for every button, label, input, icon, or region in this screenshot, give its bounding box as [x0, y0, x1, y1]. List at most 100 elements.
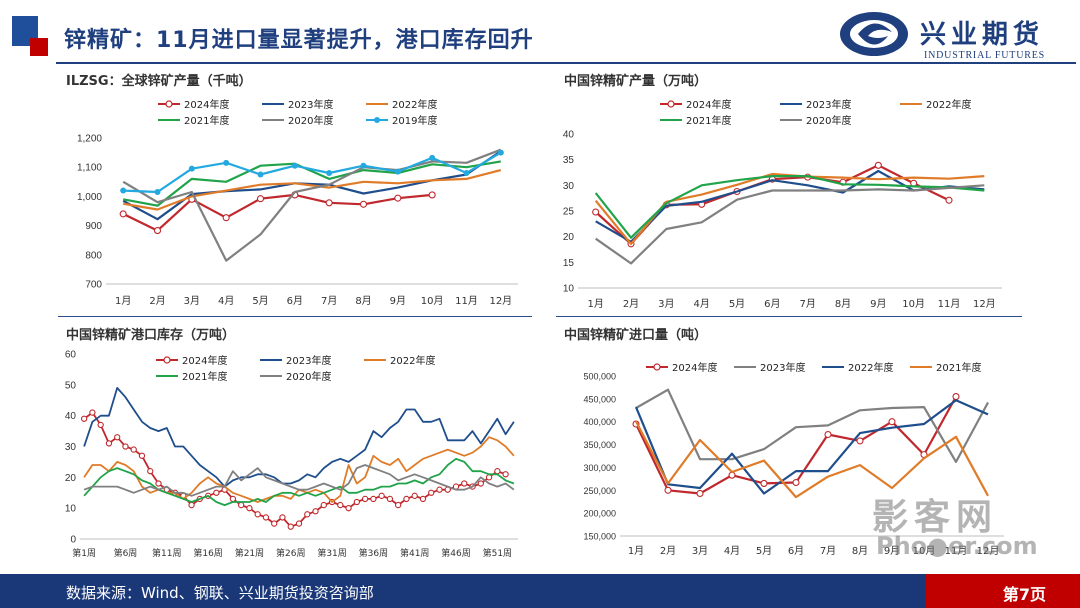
x-tick-label: 11月 [455, 295, 478, 307]
series-line [83, 411, 506, 528]
y-tick-label: 50 [65, 380, 77, 391]
data-point [114, 434, 121, 441]
data-point [325, 199, 333, 207]
y-tick-label: 10 [563, 284, 575, 295]
x-tick-label: 4月 [724, 545, 740, 557]
legend-label: 2022年度 [926, 98, 971, 111]
series-line [83, 464, 515, 497]
data-point [888, 418, 896, 426]
data-point [411, 492, 418, 499]
data-point [97, 421, 104, 429]
legend-label: 2024年度 [182, 354, 227, 367]
data-point [188, 165, 195, 172]
y-tick-label: 800 [85, 250, 102, 261]
series-line [122, 193, 433, 232]
data-point [497, 149, 504, 156]
x-tick-label: 8月 [355, 295, 371, 307]
chart-panel-china-zinc-concentrate-output: 中国锌精矿产量（万吨） 10 15 20 25 30 35 40 1月 2月 3月 4月 5月 6月 7月… [556, 66, 1022, 318]
y-tick-label: 500,000 [583, 372, 616, 382]
data-point [119, 210, 127, 218]
data-point [428, 191, 436, 199]
data-point [502, 471, 509, 478]
y-tick-label: 15 [563, 258, 575, 269]
legend-label: 2020年度 [288, 114, 333, 127]
x-tick-label: 2月 [149, 295, 165, 307]
y-tick-label: 1,100 [77, 163, 102, 174]
y-tick-label: 450,000 [583, 394, 616, 404]
series-line [83, 457, 515, 507]
x-tick-label: 4月 [693, 298, 709, 310]
x-tick-label: 第31周 [317, 547, 346, 559]
chart-panel-imports: 中国锌精矿进口量（吨） 150,000 200,000 250,000 300,000… [556, 320, 1022, 568]
chart-panel-global-zinc-ore-output: ILZSG：全球锌矿产量（千吨） 700 800 900 1,000 1,100 1,20… [58, 66, 532, 318]
legend-marker [653, 363, 661, 371]
legend-label: 2024年度 [686, 98, 731, 111]
data-point [188, 501, 195, 509]
data-point [386, 495, 394, 503]
data-point [320, 501, 327, 509]
data-point [494, 468, 501, 475]
y-tick-label: 60 [65, 350, 77, 361]
data-point [229, 495, 237, 503]
x-tick-label: 3月 [692, 545, 708, 557]
data-point [122, 443, 129, 450]
legend-label: 2023年度 [760, 361, 805, 374]
chart-title: 中国锌精矿港口库存（万吨） [66, 328, 236, 343]
x-tick-label: 5月 [252, 295, 268, 307]
data-point [257, 171, 264, 178]
y-tick-label: 25 [563, 207, 575, 218]
data-point [945, 196, 953, 204]
data-point [353, 498, 360, 506]
x-tick-label: 11月 [938, 298, 961, 310]
data-point [238, 501, 245, 509]
legend-label: 2020年度 [286, 370, 331, 383]
line-chart-china-output: 10 15 20 25 30 35 40 1月 2月 3月 4月 5月 6月 7月 8月 9月 10月 11月 12… [563, 98, 1002, 310]
legend-marker [374, 117, 380, 123]
series-line [123, 151, 502, 194]
x-tick-label: 9月 [870, 298, 886, 310]
data-point [222, 214, 230, 222]
data-point [824, 430, 832, 439]
logo-name: 兴业期货 [920, 20, 1045, 50]
logo-mark-icon [840, 12, 908, 56]
series-line [634, 399, 989, 495]
data-point [262, 514, 270, 521]
line-chart-global: 700 800 900 1,000 1,100 1,200 1月 2月 3月 4月 5月 6月 7月 8月… [77, 98, 518, 307]
data-point [153, 227, 162, 235]
data-point [105, 440, 113, 447]
data-point [213, 489, 220, 496]
x-tick-label: 7月 [321, 295, 337, 307]
data-point [370, 495, 377, 503]
x-tick-label: 6月 [788, 545, 804, 557]
data-point [485, 474, 493, 481]
header: 锌精矿：11月进口量显著提升，港口库存回升 兴业期货 INDUSTRIAL FU… [0, 0, 1080, 64]
y-tick-label: 40 [65, 411, 77, 422]
x-tick-label: 11月 [945, 545, 968, 557]
x-tick-label: 第11周 [152, 547, 181, 559]
x-tick-label: 7月 [820, 545, 836, 557]
x-tick-label: 2月 [623, 298, 639, 310]
x-tick-label: 第26周 [276, 547, 305, 559]
x-tick-label: 8月 [835, 298, 851, 310]
series-line [122, 160, 501, 207]
x-tick-label: 第6周 [114, 547, 138, 559]
panel-rule [58, 316, 532, 317]
legend-label: 2024年度 [672, 361, 717, 374]
x-tick-label: 10月 [421, 295, 444, 307]
logo-subtitle: INDUSTRIAL FUTURES [924, 50, 1045, 61]
data-point [271, 520, 278, 527]
x-tick-label: 6月 [287, 295, 303, 307]
legend-label: 2023年度 [288, 98, 333, 111]
y-tick-label: 300,000 [583, 463, 616, 473]
y-tick-label: 150,000 [583, 532, 616, 542]
x-tick-label: 第36周 [359, 547, 388, 559]
y-tick-label: 35 [563, 155, 575, 166]
chart-panel-port-inventory: 中国锌精矿港口库存（万吨） 0 10 20 30 40 50 60 第1周 第6周 第11周 第16… [58, 320, 532, 568]
legend-marker [165, 100, 173, 108]
y-tick-label: 350,000 [583, 440, 616, 450]
legend-marker [667, 100, 675, 108]
data-point [279, 514, 286, 521]
data-point [337, 501, 344, 509]
header-rule [56, 62, 1076, 64]
x-tick-label: 8月 [852, 545, 868, 557]
